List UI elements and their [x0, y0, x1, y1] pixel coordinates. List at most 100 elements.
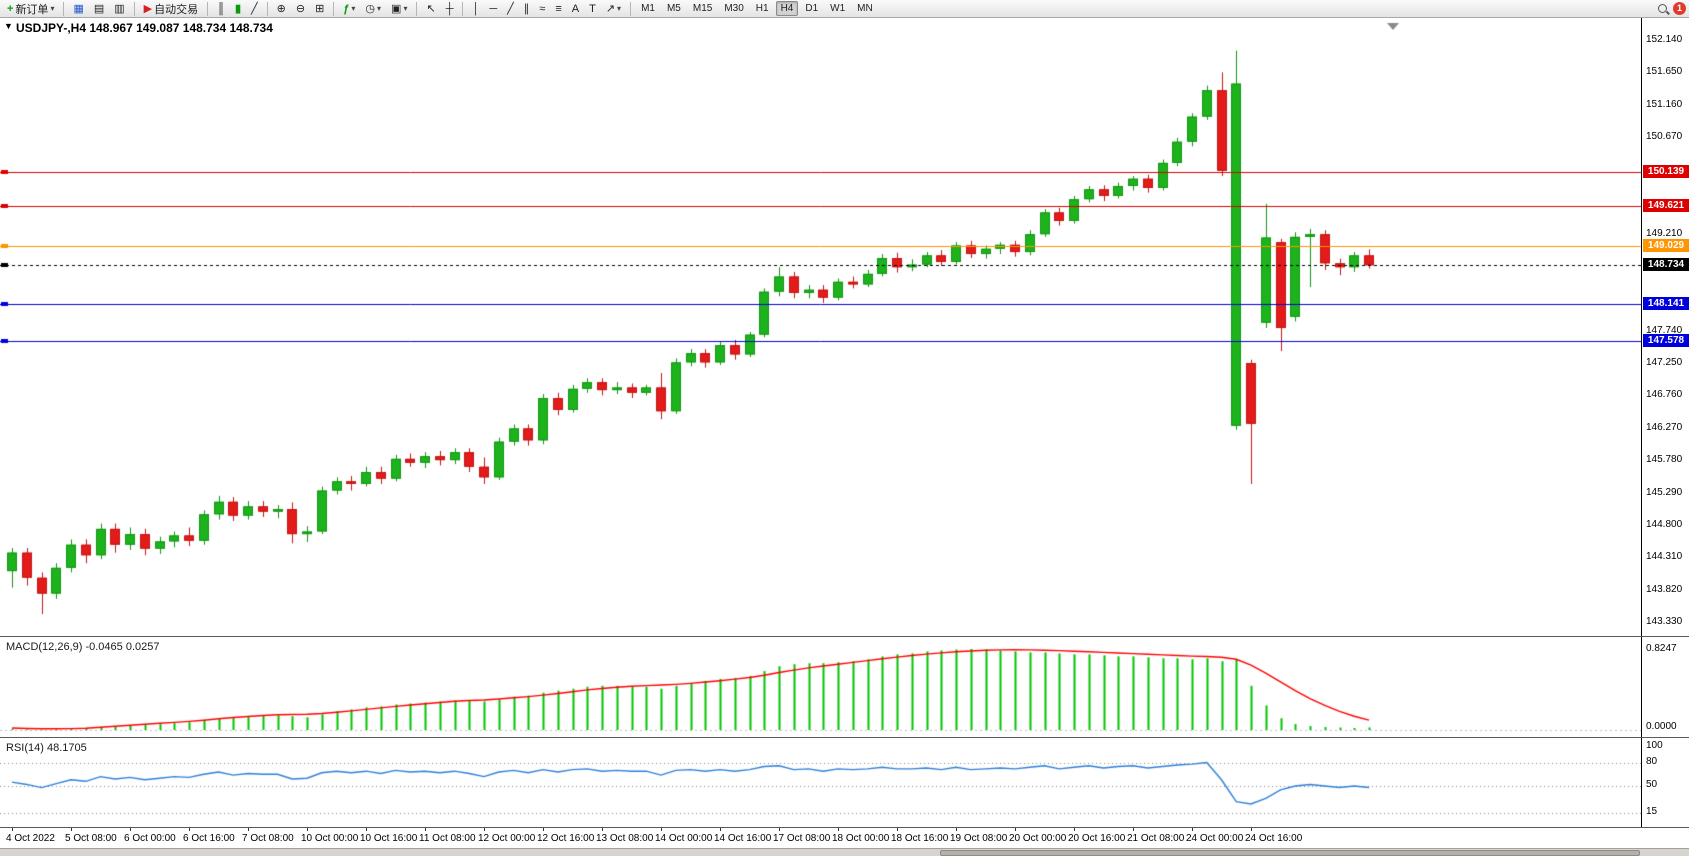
time-axis-label: 14 Oct 16:00	[714, 833, 772, 844]
trendline-button[interactable]: ╱	[507, 3, 514, 15]
tile-windows-button[interactable]: ⊞	[315, 3, 325, 15]
bar-chart-button[interactable]: ║	[217, 2, 225, 15]
horizontal-line-button[interactable]: ─	[489, 2, 498, 15]
macd-axis[interactable]: 0.8247 0.0000	[1641, 637, 1689, 737]
price-line-badge: 150.139	[1643, 165, 1689, 179]
price-axis-label: 145.780	[1646, 454, 1683, 466]
rsi-canvas[interactable]	[0, 739, 1641, 828]
time-axis-tick	[425, 828, 426, 831]
time-axis-label: 24 Oct 16:00	[1245, 833, 1303, 844]
timeframe-m15-button[interactable]: M15	[692, 2, 713, 14]
price-axis[interactable]: 152.140 151.650 151.160 150.670 149.210 147.7…	[1641, 18, 1689, 636]
price-axis-label: 147.740	[1646, 324, 1683, 336]
search-button[interactable]	[1654, 1, 1671, 17]
auto-trading-button[interactable]: ▶ 自动交易	[140, 1, 202, 17]
price-axis-label: 150.670	[1646, 131, 1683, 143]
chart-title: USDJPY-,H4 148.967 149.087 148.734 148.7…	[16, 21, 273, 35]
price-axis-label: 147.250	[1646, 357, 1683, 369]
timeframe-m1-button[interactable]: M1	[641, 2, 655, 14]
new-chart-button[interactable]: ▦	[73, 3, 84, 15]
time-axis-tick	[12, 828, 13, 831]
price-chart-canvas[interactable]	[0, 18, 1641, 636]
time-axis-label: 17 Oct 08:00	[773, 833, 831, 844]
time-axis-label: 13 Oct 08:00	[596, 833, 654, 844]
timeframe-mn-button[interactable]: MN	[857, 2, 873, 14]
clock-icon: ◷	[365, 2, 376, 15]
toolbar-separator	[63, 1, 65, 16]
time-axis-tick	[720, 828, 721, 831]
price-axis-label: 151.650	[1646, 66, 1683, 78]
time-axis-tick	[661, 828, 662, 831]
price-axis-label: 146.760	[1646, 389, 1683, 401]
data-window-button[interactable]: ▥	[114, 3, 125, 15]
chevron-down-icon: ▾	[617, 4, 622, 13]
chevron-down-icon: ▾	[403, 4, 408, 13]
auto-trading-label: 自动交易	[154, 3, 199, 16]
periods-button[interactable]: ◷ ▾	[361, 1, 385, 17]
zoom-in-button[interactable]: ⊕	[276, 3, 286, 15]
shapes-button[interactable]: ≡	[555, 2, 562, 15]
time-axis-tick	[1133, 828, 1134, 831]
time-axis-label: 19 Oct 08:00	[950, 833, 1008, 844]
time-axis[interactable]: 4 Oct 2022 5 Oct 08:00 6 Oct 00:00 6 Oct 16…	[0, 827, 1689, 848]
template-icon: ▣	[391, 2, 402, 15]
templates-button[interactable]: ▣ ▾	[387, 1, 411, 17]
vertical-line-button[interactable]: │	[472, 2, 480, 15]
timeframe-m5-button[interactable]: M5	[666, 2, 681, 14]
chart-window: ▼ USDJPY-,H4 148.967 149.087 148.734 148…	[0, 18, 1689, 856]
candlestick-chart-button[interactable]: ▮	[234, 3, 241, 15]
indicators-button[interactable]: ƒ ▾	[339, 1, 359, 17]
channel-button[interactable]: ∥	[523, 3, 530, 15]
timeframe-w1-button[interactable]: W1	[830, 2, 846, 14]
text-label-button[interactable]: T	[589, 2, 596, 15]
time-axis-label: 21 Oct 08:00	[1127, 833, 1185, 844]
timeframe-h4-button[interactable]: H4	[775, 1, 799, 16]
price-axis-label: 144.310	[1646, 551, 1683, 563]
crosshair-button[interactable]: ┼	[445, 2, 454, 15]
macd-canvas[interactable]	[0, 638, 1641, 738]
indicators-icon: ƒ	[343, 2, 350, 15]
zoom-out-button[interactable]: ⊖	[295, 3, 306, 15]
scrollbar-handle[interactable]	[940, 850, 1640, 856]
cursor-button[interactable]: ↖	[426, 3, 436, 15]
time-axis-label: 10 Oct 16:00	[360, 833, 418, 844]
price-axis-label: 144.800	[1646, 518, 1683, 530]
toolbar-separator	[266, 1, 268, 16]
toolbar: + 新订单 ▾ ▦ ▤ ▥ ▶ 自动交易 ║ ▮ ╱ ⊕ ⊖ ⊞ ƒ ▾ ◷ ▾…	[0, 0, 1689, 18]
time-axis-tick	[779, 828, 780, 831]
timeframe-h1-button[interactable]: H1	[755, 2, 769, 14]
rsi-axis-label: 80	[1646, 756, 1658, 767]
chevron-down-icon: ▾	[377, 4, 382, 13]
arrow-tools-button[interactable]: ↗ ▾	[602, 1, 625, 17]
time-axis-tick	[602, 828, 603, 831]
time-axis-label: 18 Oct 16:00	[891, 833, 949, 844]
one-click-trading-toggle[interactable]: ▼	[4, 21, 13, 31]
horizontal-scrollbar[interactable]	[0, 848, 1689, 856]
notification-badge[interactable]: 1	[1673, 2, 1686, 15]
fibonacci-button[interactable]: ≈	[539, 2, 546, 15]
time-axis-tick	[1074, 828, 1075, 831]
line-chart-button[interactable]: ╱	[251, 3, 258, 15]
rsi-axis[interactable]: 100 80 50 15	[1641, 738, 1689, 827]
toolbar-separator	[462, 1, 464, 16]
rsi-axis-label: 100	[1646, 740, 1663, 751]
rsi-axis-label: 50	[1646, 779, 1658, 790]
timeframe-d1-button[interactable]: D1	[805, 2, 819, 14]
timeframe-m30-button[interactable]: M30	[724, 2, 744, 14]
new-order-button[interactable]: + 新订单 ▾	[3, 1, 58, 17]
toolbar-separator	[630, 1, 632, 16]
time-axis-tick	[248, 828, 249, 831]
price-line-badge: 147.578	[1643, 334, 1689, 348]
price-chart-panel: ▼ USDJPY-,H4 148.967 149.087 148.734 148…	[0, 18, 1689, 636]
time-axis-label: 4 Oct 2022	[6, 833, 55, 844]
price-axis-label: 143.820	[1646, 583, 1683, 595]
price-line-badge: 148.141	[1643, 297, 1689, 311]
chevron-down-icon: ▾	[50, 4, 55, 13]
text-tool-button[interactable]: A	[571, 2, 580, 15]
macd-panel: MACD(12,26,9) -0.0465 0.0257 0.8247 0.00…	[0, 636, 1689, 738]
time-axis-label: 6 Oct 00:00	[124, 833, 176, 844]
time-axis-tick	[366, 828, 367, 831]
time-axis-tick	[1251, 828, 1252, 831]
chart-profiles-button[interactable]: ▤	[93, 3, 105, 15]
time-axis-label: 12 Oct 00:00	[478, 833, 536, 844]
